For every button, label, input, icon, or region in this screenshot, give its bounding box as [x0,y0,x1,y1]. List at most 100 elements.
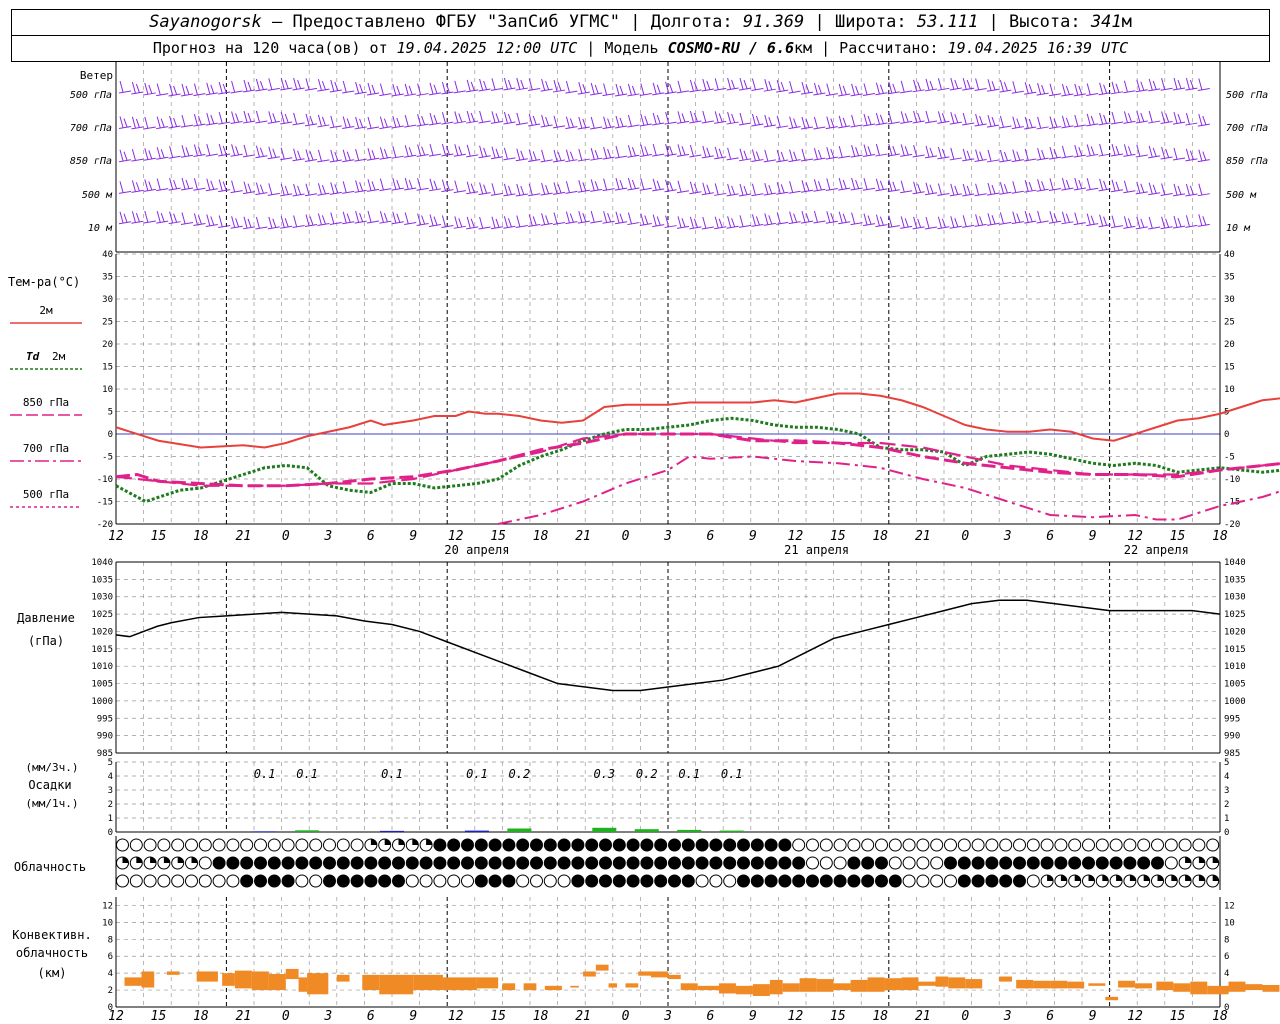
conv-bar [442,977,477,991]
time-tick: 9 [749,1009,757,1024]
cloud-cover-symbol [461,874,474,888]
wind-barb-shaft [242,226,256,230]
cloud-cover-partial [412,839,419,845]
wind-barb-shaft [627,93,640,97]
wind-barb-shaft [825,93,838,97]
time-tick: 21 [915,529,931,544]
wind-barb-shaft [776,125,789,129]
wind-barb-tick [693,183,698,193]
wind-barb-shaft [515,122,528,126]
wind-barb-tick [148,150,153,159]
wind-barb-shaft [602,156,615,160]
time-tick: 6 [1046,529,1054,544]
wind-barb-tick [520,79,525,89]
wind-barb-tick [495,148,500,158]
cloud-cover-symbol [819,856,833,870]
wind-barb-shaft [1061,93,1074,97]
wind-barb-shaft [267,192,280,196]
precip-bar [592,827,617,832]
wind-barb-tick [334,184,339,194]
cloud-cover-symbol [185,874,198,888]
cloud-cover-symbol [1192,838,1206,852]
y-tick-left: 1020 [91,627,113,637]
wind-barb-tick [1136,181,1141,193]
wind-barb-tick [197,115,202,125]
wind-barb-tick [1123,80,1128,92]
wind-barb-tick [665,81,670,94]
wind-barb-tick [669,145,674,155]
cloud-cover-symbol [681,874,695,888]
wind-barb-shaft [1073,154,1086,158]
wind-barb-tick [1177,113,1182,123]
wind-barb-shaft [180,124,194,128]
wind-barb-tick [359,213,364,222]
cloud-cover-symbol [378,856,392,870]
cloud-cover-partial [398,839,405,845]
y-tick-left: 12 [102,901,113,911]
wind-barb-tick [553,79,558,92]
wind-barb-tick [557,81,562,91]
cloud-cover-symbol [516,838,530,852]
wind-barb-tick [652,178,657,190]
wind-barb-shaft [726,193,739,197]
y-tick-right: 995 [1224,714,1240,724]
wind-barb-tick [863,113,868,126]
wind-barb-tick [1123,144,1128,156]
wind-barb-shaft [689,226,702,230]
conv-bar [570,985,579,988]
wind-barb-shaft [379,126,392,130]
cloud-cover-partial [1212,875,1219,881]
wind-barb-tick [235,146,240,155]
cloud-cover-symbol [709,838,723,852]
wind-barb-tick [1024,210,1029,223]
wind-barb-tick [714,78,719,90]
wind-barb-shaft [156,188,169,192]
conv-bar [251,971,269,991]
wind-barb-tick [1202,115,1207,125]
cloud-cover-symbol [723,838,737,852]
wind-barb-shaft [800,189,814,193]
wind-barb-shaft [292,158,305,162]
cloud-cover-symbol [792,838,806,852]
wind-barb-shaft [118,126,132,130]
wind-barb-shaft [1172,157,1186,161]
wind-barb-tick [1161,78,1166,90]
wind-barb-tick [689,110,694,123]
cloud-cover-symbol [888,838,902,852]
conv-bar [1135,983,1153,989]
wind-barb-tick [644,115,649,125]
wind-barb-shaft [838,93,851,97]
time-tick: 18 [872,529,888,544]
wind-barb-tick [218,179,223,191]
wind-barb-shaft [156,156,169,160]
wind-barb-shaft [751,123,764,127]
wind-barb-tick [962,183,967,196]
wind-barb-tick [925,182,930,194]
time-tick: 18 [872,1009,888,1024]
wind-barb-tick [458,218,463,227]
time-tick: 12 [448,529,464,544]
wind-barb-tick [193,144,198,156]
time-tick: 18 [193,529,209,544]
cloud-cover-symbol [336,874,350,888]
cloud-cover-symbol [1123,838,1137,852]
wind-barb-tick [817,84,822,94]
wind-barb-tick [210,84,215,94]
wind-barb-tick [999,115,1004,128]
wind-barb-tick [528,214,533,226]
wind-barb-tick [532,151,537,161]
wind-barb-tick [991,184,996,194]
y-tick-left: -5 [102,453,113,463]
wind-barb-tick [1103,216,1108,226]
wind-barb-shaft [404,222,417,226]
header-separator: — [261,12,293,32]
wind-barb-shaft [738,193,752,197]
wind-barb-tick [321,215,326,225]
wind-barb-shaft [825,188,838,192]
wind-barb-tick [272,148,277,158]
y-tick-right: 6 [1224,952,1229,962]
conv-bar [651,971,668,978]
cloud-cover-symbol [447,838,461,852]
wind-barb-tick [280,216,285,228]
